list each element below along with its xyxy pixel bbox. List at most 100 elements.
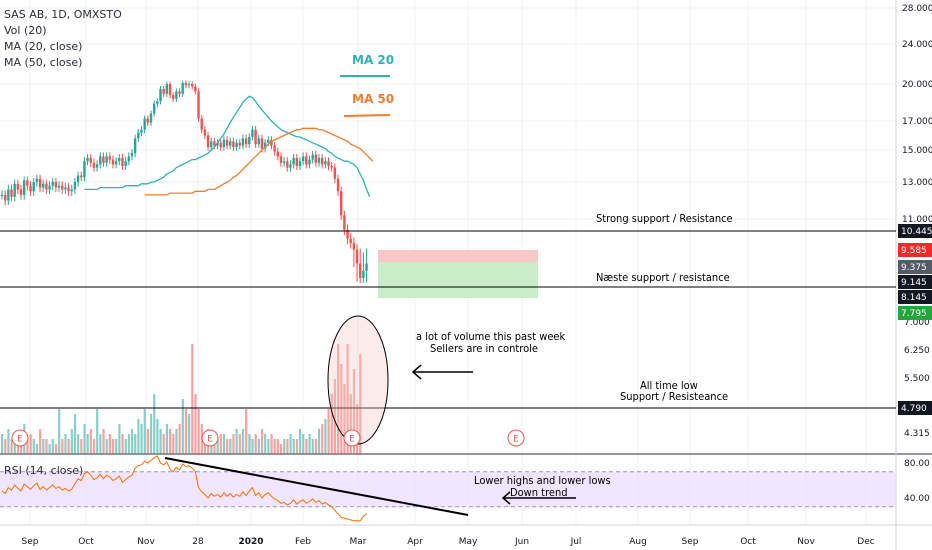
candle-body bbox=[292, 158, 295, 165]
candle-body bbox=[149, 113, 153, 123]
volume-bar bbox=[86, 434, 89, 454]
position-stop-zone bbox=[378, 250, 538, 262]
ma50-line bbox=[144, 127, 374, 196]
candle-body bbox=[83, 161, 86, 178]
x-tick-label: May bbox=[459, 537, 478, 547]
all-time-low-line2: Support / Resisteance bbox=[620, 390, 728, 403]
candle-body bbox=[57, 185, 61, 188]
candle-body bbox=[181, 83, 184, 94]
volume-bar bbox=[105, 439, 108, 454]
candle-body bbox=[10, 189, 13, 197]
candle-body bbox=[102, 156, 105, 163]
volume-bar bbox=[359, 354, 362, 454]
volume-bar bbox=[318, 429, 321, 454]
earnings-marker[interactable]: E bbox=[201, 429, 219, 447]
candle-body bbox=[89, 158, 92, 163]
x-tick-label: Apr bbox=[407, 537, 423, 547]
x-tick-label: Dec bbox=[857, 537, 874, 547]
volume-bar bbox=[64, 434, 67, 454]
candle-body bbox=[29, 185, 32, 192]
candle-body bbox=[32, 182, 35, 192]
volume-bar bbox=[254, 434, 257, 454]
candle-body bbox=[270, 139, 273, 146]
volume-note-line1: a lot of volume this past week bbox=[416, 330, 566, 343]
ma20-annotation: MA 20 bbox=[352, 53, 394, 67]
volume-bar bbox=[137, 419, 140, 454]
candle-body bbox=[70, 189, 73, 192]
horizontal-lines-layer bbox=[0, 230, 896, 409]
volume-bar bbox=[130, 429, 134, 454]
candle-body bbox=[95, 164, 99, 168]
volume-bar bbox=[172, 434, 175, 454]
volume-bar bbox=[54, 444, 58, 454]
candle-body bbox=[311, 154, 314, 160]
price-label: 8.145 bbox=[898, 290, 932, 304]
earnings-marker-circle bbox=[11, 429, 29, 447]
volume-bar bbox=[134, 434, 137, 454]
x-tick-label: Oct bbox=[740, 537, 756, 547]
candle-body bbox=[200, 118, 203, 130]
candle-body bbox=[67, 187, 70, 192]
candle-body bbox=[159, 88, 162, 102]
candle-body bbox=[178, 91, 181, 94]
volume-bar bbox=[289, 434, 292, 454]
volume-level-bg bbox=[898, 401, 932, 415]
volume-bar bbox=[337, 344, 340, 454]
earnings-marker[interactable]: E bbox=[343, 429, 361, 447]
volume-bar bbox=[232, 434, 235, 454]
volume-bar bbox=[352, 369, 356, 454]
volume-bar bbox=[10, 439, 13, 454]
candle-body bbox=[257, 138, 260, 145]
price-label-text: 7.795 bbox=[901, 309, 927, 319]
volume-bar bbox=[324, 419, 327, 454]
volume-arrow-head bbox=[411, 364, 422, 380]
naeste-support-label: Næste support / resistance bbox=[596, 271, 730, 284]
candle-body bbox=[333, 167, 337, 179]
volume-bar bbox=[286, 439, 289, 454]
rsi-trendline bbox=[164, 457, 469, 516]
volume-bar bbox=[108, 434, 111, 454]
y-tick-label: 28.000 bbox=[902, 4, 932, 14]
volume-bar bbox=[346, 344, 349, 454]
earnings-marker[interactable]: E bbox=[11, 429, 29, 447]
volume-bar bbox=[283, 439, 286, 454]
volume-bar bbox=[279, 444, 283, 454]
earnings-marker-circle bbox=[507, 429, 525, 447]
candle-body bbox=[305, 156, 308, 165]
candle-body bbox=[3, 194, 7, 201]
volume-y-tick-label: 5.500 bbox=[904, 374, 930, 384]
volume-bar bbox=[181, 399, 184, 454]
price-label-text: 9.375 bbox=[901, 263, 927, 273]
candle-body bbox=[191, 84, 194, 87]
candle-body bbox=[365, 263, 368, 271]
y-tick-label: 13.000 bbox=[902, 178, 932, 188]
candle-body bbox=[206, 135, 210, 148]
x-tick-label: Jun bbox=[514, 537, 529, 547]
volume-bar bbox=[51, 439, 54, 454]
rsi-note-line1: Lower highs and lower lows bbox=[474, 474, 611, 487]
volume-bar bbox=[102, 429, 105, 454]
volume-bar bbox=[26, 439, 29, 454]
candle-body bbox=[13, 183, 16, 197]
ma20-line bbox=[84, 95, 371, 198]
volume-bar bbox=[340, 364, 343, 454]
volume-bar bbox=[4, 439, 7, 454]
price-label-bg bbox=[898, 243, 932, 257]
volume-bar bbox=[298, 429, 302, 454]
price-label-bg bbox=[898, 224, 932, 238]
volume-y-tick-label: 7.000 bbox=[904, 318, 930, 328]
candle-body bbox=[279, 156, 283, 163]
volume-bar bbox=[169, 429, 172, 454]
candle-body bbox=[203, 129, 207, 136]
candle-body bbox=[219, 142, 222, 148]
earnings-marker[interactable]: E bbox=[507, 429, 525, 447]
candle-body bbox=[105, 156, 108, 163]
candle-body bbox=[327, 161, 330, 166]
candle-body bbox=[140, 129, 143, 133]
candle-body bbox=[289, 164, 292, 168]
volume-bar bbox=[73, 414, 77, 454]
price-label-bg bbox=[898, 306, 932, 320]
